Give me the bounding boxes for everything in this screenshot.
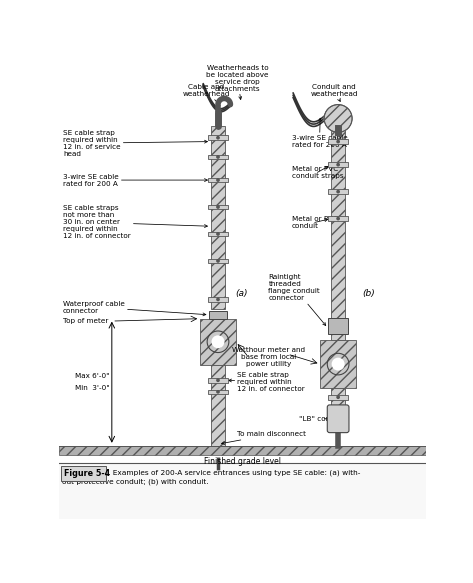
Text: SE cable straps
not more than
30 in. on center
required within
12 in. of connect: SE cable straps not more than 30 in. on … xyxy=(63,205,207,240)
Bar xyxy=(331,334,345,340)
Circle shape xyxy=(217,179,219,181)
Bar xyxy=(328,162,348,167)
Circle shape xyxy=(337,396,339,398)
Text: To main disconnect: To main disconnect xyxy=(221,431,307,444)
Circle shape xyxy=(332,357,345,371)
Circle shape xyxy=(217,206,219,208)
Text: Conduit and
weatherhead: Conduit and weatherhead xyxy=(310,84,358,101)
Bar xyxy=(208,135,228,140)
Bar xyxy=(200,319,236,365)
Circle shape xyxy=(337,141,339,143)
Circle shape xyxy=(217,233,219,235)
Bar xyxy=(210,311,227,319)
Text: (a): (a) xyxy=(235,289,247,297)
Bar xyxy=(328,139,348,144)
Text: Finished grade level: Finished grade level xyxy=(203,457,280,466)
Text: Metal or PVC
conduit straps: Metal or PVC conduit straps xyxy=(292,166,343,179)
Text: 3-wire SE cable
rated for 200 A: 3-wire SE cable rated for 200 A xyxy=(292,118,347,148)
Text: Waterproof cable
connector: Waterproof cable connector xyxy=(63,301,206,316)
Text: Weatherheads to
be located above
service drop
attachments: Weatherheads to be located above service… xyxy=(206,65,269,100)
Circle shape xyxy=(337,191,339,193)
Circle shape xyxy=(217,379,219,381)
Circle shape xyxy=(217,156,219,158)
Circle shape xyxy=(217,391,219,393)
Bar xyxy=(320,340,356,388)
Bar xyxy=(208,154,228,159)
Circle shape xyxy=(337,217,339,220)
Bar xyxy=(208,178,228,182)
Circle shape xyxy=(324,104,352,132)
Bar xyxy=(208,259,228,264)
Text: Max 6'-0": Max 6'-0" xyxy=(75,373,110,379)
Bar xyxy=(208,231,228,236)
Text: 3-wire SE cable
rated for 200 A: 3-wire SE cable rated for 200 A xyxy=(63,174,207,187)
Bar xyxy=(331,128,345,318)
Text: Watthour meter and
base from local
power utility: Watthour meter and base from local power… xyxy=(232,347,305,367)
Text: Raintight
threaded
flange conduit
connector: Raintight threaded flange conduit connec… xyxy=(268,275,326,325)
Bar xyxy=(59,446,426,455)
Bar xyxy=(211,365,225,446)
Circle shape xyxy=(217,260,219,262)
Bar xyxy=(208,389,228,394)
Bar xyxy=(208,378,228,382)
Bar xyxy=(208,205,228,209)
Circle shape xyxy=(217,298,219,301)
Text: SE cable strap
required within
12 in. of service
head: SE cable strap required within 12 in. of… xyxy=(63,129,207,157)
Bar xyxy=(328,395,348,399)
Circle shape xyxy=(324,104,352,132)
Text: Figure 5-4: Figure 5-4 xyxy=(64,469,110,478)
FancyBboxPatch shape xyxy=(327,405,349,433)
Text: (b): (b) xyxy=(363,289,376,297)
Text: "LB" condulet: "LB" condulet xyxy=(299,416,349,422)
Circle shape xyxy=(337,163,339,166)
FancyBboxPatch shape xyxy=(61,466,105,481)
Circle shape xyxy=(211,335,225,348)
Bar xyxy=(331,388,345,407)
Text: Examples of 200-A service entrances using type SE cable: (a) with-: Examples of 200-A service entrances usin… xyxy=(108,469,360,476)
Bar xyxy=(328,216,348,221)
Bar xyxy=(208,297,228,302)
Text: out protective conduit; (b) with conduit.: out protective conduit; (b) with conduit… xyxy=(62,479,209,485)
Text: Cable and
weatherhead: Cable and weatherhead xyxy=(183,84,230,105)
Bar xyxy=(328,189,348,194)
Bar xyxy=(328,318,348,334)
Text: SE cable strap
required within
12 in. of connector: SE cable strap required within 12 in. of… xyxy=(228,372,305,392)
Bar xyxy=(59,463,426,519)
Text: Top of meter: Top of meter xyxy=(63,318,108,324)
Text: Min  3'-0": Min 3'-0" xyxy=(75,385,110,391)
Text: Metal or PVC
conduit: Metal or PVC conduit xyxy=(292,216,338,229)
Circle shape xyxy=(217,136,219,139)
Bar xyxy=(211,126,225,308)
